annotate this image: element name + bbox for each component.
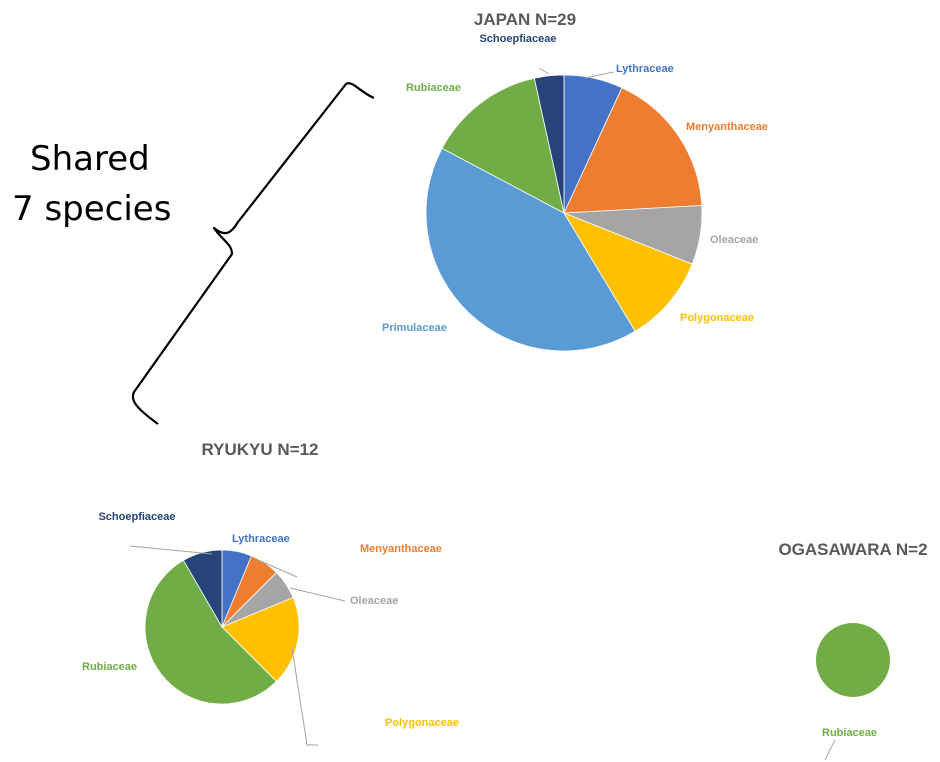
pie-slice-rubiaceae: [441, 77, 565, 214]
slice-label-menyanthaceae: Menyanthaceae: [686, 121, 768, 133]
japan-pie-chart: JAPAN N=29 Lythraceae Menyanthaceae Oleacea…: [382, 10, 768, 352]
leader-line-oleaceae: [289, 587, 346, 602]
ogasawara-pie-chart: OGASAWARA N=2 Rubiaceae: [778, 540, 928, 761]
slice-label-rubiaceae: Rubiaceae: [82, 661, 137, 673]
slice-label-primulaceae: Primulaceae: [382, 322, 447, 334]
shared-label-line1: Shared: [30, 139, 150, 179]
leader-line-polygonaceae: [291, 647, 318, 746]
pie-slice-polygonaceae: [221, 597, 300, 683]
slice-label-polygonaceae: Polygonaceae: [680, 312, 754, 324]
slice-label-polygonaceae: Polygonaceae: [385, 717, 459, 729]
ryukyu-pie-chart: RYUKYU N=12 Lythraceae Menyanthaceae Oleace…: [82, 440, 459, 746]
pie-slice-primulaceae: [425, 147, 636, 352]
slice-label-lythraceae: Lythraceae: [232, 533, 290, 545]
leader-line-rubiaceae: [824, 739, 836, 761]
slice-label-lythraceae: Lythraceae: [616, 63, 674, 75]
slice-label-menyanthaceae: Menyanthaceae: [360, 543, 442, 555]
pie-slice-menyanthaceae: [563, 87, 703, 214]
slice-label-oleaceae: Oleaceae: [350, 595, 398, 607]
slice-label-oleaceae: Oleaceae: [710, 234, 758, 246]
shared-bracket: [131, 82, 375, 425]
shared-label-line2: 7 species: [12, 189, 171, 229]
pie-slice-schoepfiaceae: [533, 74, 565, 214]
leader-line-lythraceae: [584, 71, 615, 79]
slice-label-schoepfiaceae: Schoepfiaceae: [98, 511, 175, 523]
slice-label-rubiaceae: Rubiaceae: [406, 82, 461, 94]
pie-title: OGASAWARA N=2: [778, 540, 927, 559]
leader-line-schoepfiaceae: [129, 545, 213, 555]
slice-label-schoepfiaceae: Schoepfiaceae: [479, 33, 556, 45]
leader-line-menyanthaceae: [257, 559, 298, 578]
pie-title: JAPAN N=29: [474, 10, 576, 29]
pie-slice-rubiaceae: [816, 623, 890, 697]
leader-line-schoepfiaceae: [538, 67, 550, 75]
pie-slice-rubiaceae: [144, 559, 278, 705]
slice-label-rubiaceae: Rubiaceae: [822, 727, 877, 739]
pie-slice-polygonaceae: [563, 212, 693, 332]
pie-title: RYUKYU N=12: [202, 440, 319, 459]
